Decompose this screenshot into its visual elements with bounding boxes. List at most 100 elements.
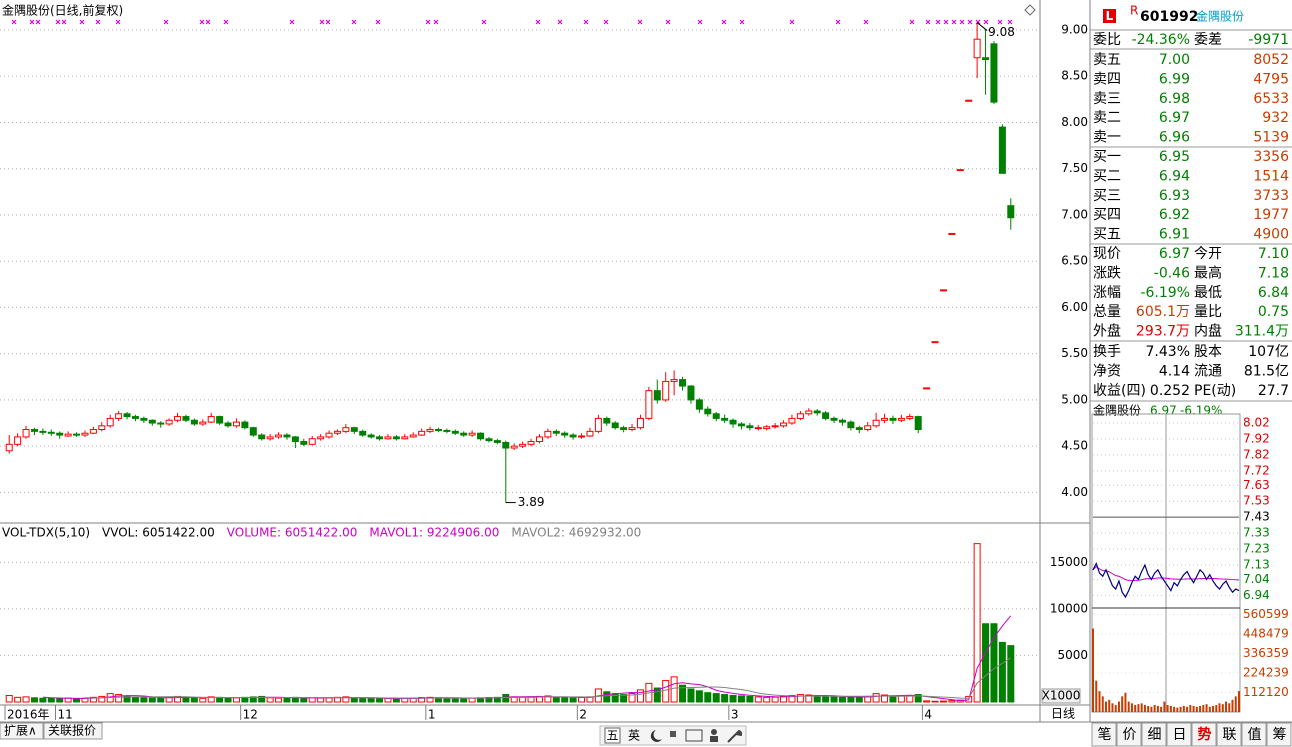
volume-bar	[527, 696, 535, 703]
tab[interactable]	[1141, 722, 1167, 747]
volume-bar	[982, 623, 990, 703]
signal-marker	[637, 19, 643, 25]
diamond-icon[interactable]	[1024, 4, 1036, 16]
quote-label: 量比	[1194, 304, 1222, 320]
user-icon[interactable]	[710, 736, 718, 742]
candle-body	[628, 427, 636, 431]
intraday-volume-bar	[1121, 696, 1124, 712]
candle-body	[258, 434, 266, 440]
toolbar-label[interactable]: 英	[628, 729, 640, 743]
candle-body	[165, 419, 173, 425]
volume-bar	[721, 694, 729, 703]
y-tick-label: 9.00	[1061, 22, 1088, 36]
candle-body	[805, 410, 813, 415]
dot-icon[interactable]	[670, 731, 676, 737]
volume-bar	[712, 693, 720, 703]
candle-body	[266, 436, 274, 440]
quote-label: 内盘	[1194, 323, 1222, 340]
user-icon[interactable]	[711, 729, 717, 735]
quote-label: 现价	[1093, 246, 1121, 262]
order-volume: 3356	[1253, 149, 1289, 165]
y-tick-label: 4.50	[1061, 439, 1088, 453]
tab[interactable]	[0, 722, 44, 740]
volume-bar	[157, 697, 165, 703]
x-tick-label: 3	[731, 708, 739, 722]
signal-marker	[115, 19, 121, 25]
volume-bar	[662, 680, 670, 703]
candle-body	[855, 427, 863, 431]
tab[interactable]	[1116, 722, 1142, 747]
signal-marker	[535, 19, 541, 25]
volume-bar	[376, 698, 384, 703]
period-button[interactable]: 日线	[1051, 707, 1075, 721]
candle-body	[182, 416, 190, 421]
order-price: 6.91	[1159, 227, 1190, 243]
intraday-title: 金隅股份	[1093, 403, 1141, 418]
volume-bar	[914, 694, 922, 703]
high-label: 9.08	[988, 25, 1015, 39]
intraday-volume-bar	[1179, 706, 1182, 712]
tab[interactable]	[1216, 722, 1242, 747]
candle-body	[98, 425, 106, 431]
volume-bar	[249, 696, 257, 703]
candle-body	[56, 432, 64, 436]
candle-body	[468, 432, 476, 436]
volume-bar	[30, 697, 38, 703]
intraday-volume-bar	[1208, 706, 1211, 712]
order-volume: 1514	[1253, 168, 1289, 184]
intraday-volume-bar	[1130, 703, 1133, 712]
intraday-tick-label: 7.82	[1243, 447, 1270, 461]
signal-marker	[925, 19, 931, 25]
volume-bar	[426, 696, 434, 703]
volume-bar	[39, 697, 47, 703]
order-volume: 4900	[1253, 227, 1289, 243]
intraday-volume-bar	[1092, 628, 1094, 712]
volume-bar	[990, 623, 998, 703]
volume-bar	[241, 696, 249, 703]
x-tick-label: 2	[579, 708, 587, 722]
tab-label: 笔	[1098, 727, 1112, 743]
quote-label: 委比	[1093, 32, 1121, 48]
order-volume: 5139	[1253, 130, 1289, 146]
volume-bar	[325, 697, 333, 703]
candle-body	[544, 430, 552, 438]
candle-body	[519, 443, 527, 447]
tab[interactable]	[1241, 722, 1267, 747]
tab[interactable]	[1266, 722, 1292, 747]
volume-tick-label: 15000	[1050, 555, 1088, 569]
quote-value: -0.46	[1154, 265, 1190, 281]
tab[interactable]	[43, 722, 103, 740]
intraday-tick-label: 7.13	[1243, 558, 1270, 572]
intraday-volume-bar	[1176, 707, 1179, 712]
tab-label: 细	[1148, 727, 1162, 743]
candle-body	[317, 436, 325, 440]
keyboard-icon[interactable]	[685, 729, 703, 742]
tab[interactable]	[1191, 722, 1217, 747]
quote-label: 收益(四)	[1093, 383, 1146, 399]
candle-body	[485, 438, 493, 442]
wrench-icon[interactable]	[727, 729, 743, 743]
tab[interactable]	[1166, 722, 1192, 747]
volume-bar	[805, 694, 813, 703]
candle-body	[822, 412, 830, 419]
moon-icon[interactable]	[650, 730, 662, 742]
candle-body	[81, 432, 89, 436]
quote-value: 81.5亿	[1244, 363, 1289, 379]
intraday-tick-label: 7.23	[1243, 542, 1270, 556]
toolbar-button[interactable]	[604, 727, 621, 744]
volume-bar	[73, 697, 81, 703]
candle-body	[1007, 205, 1015, 219]
quote-label: 流通	[1194, 363, 1222, 379]
tab[interactable]	[1091, 722, 1117, 747]
order-volume: 8052	[1253, 52, 1289, 68]
volume-bar	[855, 696, 863, 703]
quote-value: -9971	[1248, 32, 1289, 48]
candle-body	[131, 416, 139, 419]
quote-label: 卖五	[1093, 52, 1121, 68]
signal-marker	[835, 19, 841, 25]
intraday-volume-bar	[1234, 696, 1237, 712]
volume-bar	[973, 543, 981, 703]
y-tick-label: 7.50	[1061, 161, 1088, 175]
signal-marker	[481, 19, 487, 25]
intraday-tick-label: 6.94	[1243, 588, 1270, 602]
